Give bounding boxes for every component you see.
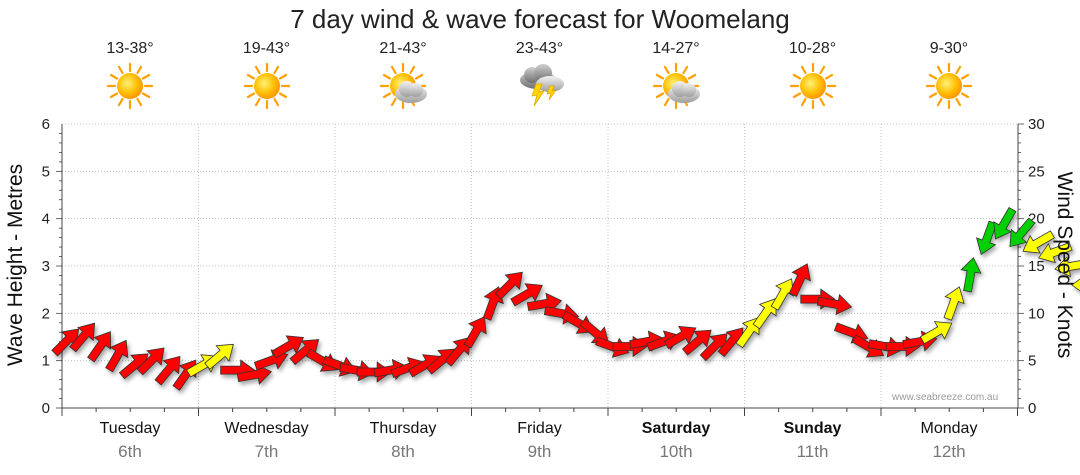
- wind-arrow: [943, 286, 965, 321]
- wind-arrow: [788, 263, 811, 297]
- day-name-label: Saturday: [641, 420, 711, 437]
- wind-arrow: [919, 321, 953, 345]
- sun-icon: [925, 62, 973, 110]
- wind-arrow: [136, 347, 165, 376]
- day-header: 14-27°: [608, 40, 744, 112]
- day-name-label: Wednesday: [224, 420, 309, 437]
- wind-arrow: [816, 293, 853, 316]
- day-header: 19-43°: [199, 40, 335, 112]
- wind-arrow: [271, 335, 304, 359]
- right-tick-label: 0: [1028, 400, 1036, 417]
- temperature-range: 9-30°: [929, 40, 969, 57]
- temperature-range: 19-43°: [242, 40, 291, 57]
- wind-arrow: [1009, 217, 1036, 248]
- day-name-label: Friday: [517, 420, 562, 437]
- wind-arrow: [976, 220, 998, 256]
- date-label: 6th: [118, 442, 142, 461]
- wind-arrows: [51, 206, 1080, 391]
- day-name-label: Sunday: [783, 420, 842, 437]
- right-tick-label: 30: [1028, 116, 1045, 133]
- temperature-range: 21-43°: [379, 40, 427, 57]
- wind-arrow: [204, 343, 234, 370]
- wind-arrow: [463, 316, 487, 349]
- wind-arrow: [444, 336, 471, 367]
- left-tick-label: 0: [42, 400, 50, 417]
- sun-icon: [789, 62, 836, 110]
- wind-arrow: [105, 339, 129, 373]
- day-header: 10-28°: [745, 40, 881, 112]
- wind-arrow: [154, 355, 181, 386]
- wind-arrow: [510, 283, 543, 307]
- left-tick-label: 5: [42, 163, 50, 180]
- sun-cloud-icon: [652, 62, 700, 110]
- wind-arrow: [579, 318, 610, 345]
- temperature-range: 10-28°: [788, 40, 837, 57]
- temperature-range: 13-38°: [106, 40, 154, 57]
- chart-title: 7 day wind & wave forecast for Woomelang: [290, 4, 790, 34]
- date-label: 7th: [254, 442, 279, 461]
- wind-arrow: [770, 278, 794, 311]
- day-name-label: Thursday: [369, 420, 437, 437]
- wind-arrow: [681, 329, 712, 356]
- left-axis-label: Wave Height - Metres: [4, 163, 27, 367]
- sun-cloud-icon: [379, 62, 427, 110]
- right-tick-label: 15: [1028, 258, 1045, 275]
- left-axis-ticks: 0 1 2 3 4 5 6: [42, 116, 50, 417]
- wind-arrow: [69, 322, 96, 353]
- wind-arrow: [663, 325, 697, 350]
- wind-arrow: [1054, 256, 1080, 278]
- right-axis-label: Wind Speed - Knots: [1053, 171, 1076, 359]
- day-name-label: Tuesday: [99, 420, 161, 437]
- temperature-range: 23-43°: [515, 40, 564, 57]
- left-tick-label: 1: [42, 353, 50, 370]
- sun-icon: [106, 62, 154, 110]
- left-tick-label: 2: [42, 305, 50, 322]
- day-header: 23-43°: [472, 40, 608, 112]
- wind-arrow: [735, 316, 760, 349]
- temperature-range: 14-27°: [652, 40, 700, 57]
- date-label: 11th: [796, 442, 829, 461]
- date-label: 10th: [659, 442, 693, 461]
- wind-arrow: [494, 271, 523, 300]
- right-tick-label: 25: [1028, 163, 1045, 180]
- grid-lines: [62, 123, 1018, 408]
- wind-arrow: [1022, 230, 1055, 254]
- date-label: 9th: [527, 442, 552, 461]
- day-header: 13-38°: [62, 40, 198, 112]
- left-tick-label: 6: [42, 116, 50, 133]
- left-tick-label: 4: [42, 211, 50, 228]
- sun-icon: [243, 62, 290, 110]
- wind-arrow: [1038, 242, 1073, 264]
- wind-arrow: [960, 257, 982, 293]
- day-header: 21-43°: [335, 40, 471, 112]
- storm-icon: [519, 64, 564, 107]
- right-tick-label: 5: [1028, 353, 1036, 370]
- wind-arrow: [87, 331, 112, 363]
- wind-arrow: [752, 298, 777, 330]
- watermark: www.seabreeze.com.au: [892, 392, 999, 403]
- axes: [56, 123, 1024, 416]
- date-label: 12th: [932, 442, 966, 461]
- left-tick-label: 3: [42, 258, 50, 275]
- wind-arrow: [993, 206, 1017, 240]
- right-tick-label: 10: [1028, 305, 1045, 322]
- day-name-label: Monday: [920, 420, 978, 437]
- date-label: 8th: [391, 442, 415, 461]
- day-header: 9-30°: [881, 40, 1017, 112]
